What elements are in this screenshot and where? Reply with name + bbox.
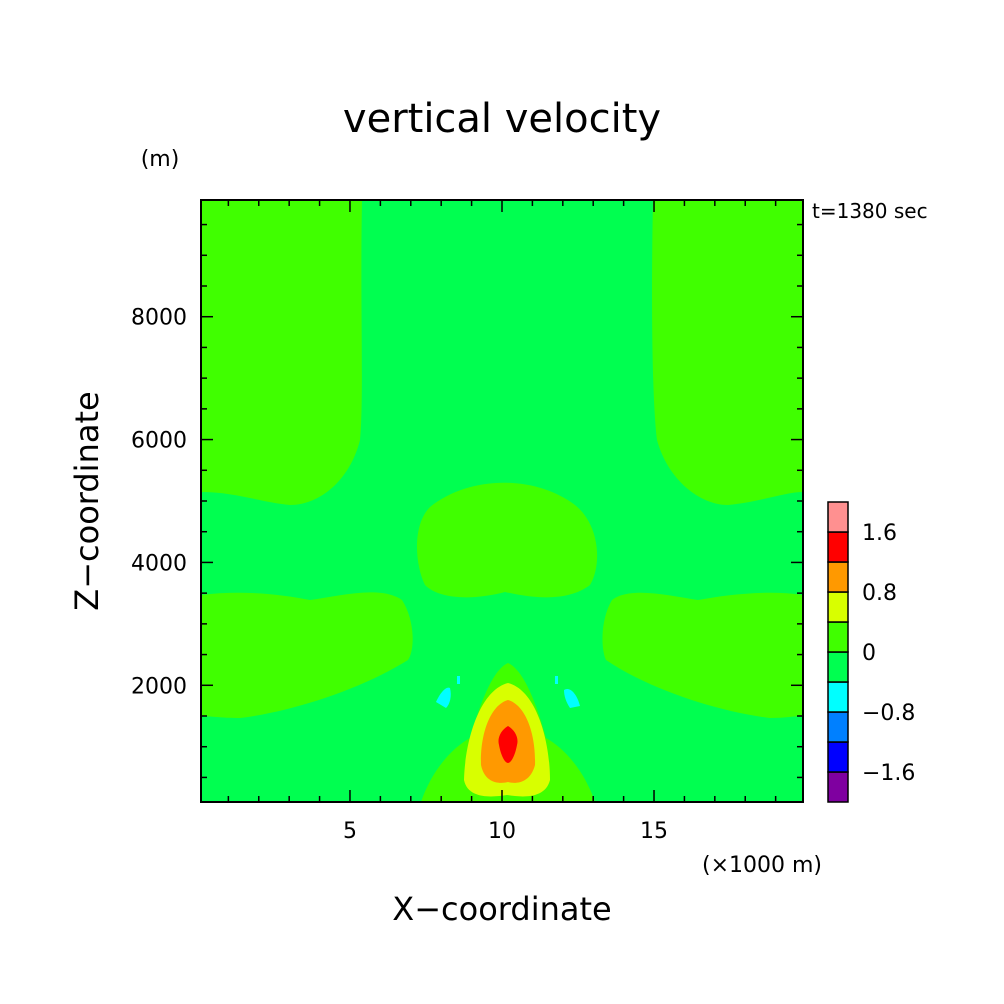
colorbar-tick-label: 0.8 [862, 581, 897, 606]
y-unit-label: (m) [141, 147, 180, 172]
colorbar-tick-label: −0.8 [862, 701, 915, 726]
contour-left-lobe [201, 592, 413, 718]
axis-tick-labels: 5 10 15 2000 4000 6000 8000 [131, 306, 668, 844]
y-tick-label: 8000 [131, 306, 187, 331]
contour-right-lobe [602, 592, 803, 718]
contour-downdraft-right-small [555, 676, 558, 684]
x-unit-label: (×1000 m) [702, 853, 822, 878]
x-tick-label: 15 [640, 819, 668, 844]
colorbar-tick-label: 0 [862, 641, 876, 666]
colorbar-swatch [827, 711, 849, 743]
x-tick-label: 5 [343, 819, 357, 844]
y-tick-label: 4000 [131, 551, 187, 576]
contour-upper-left-lobe [201, 200, 362, 505]
y-axis-label: Z−coordinate [68, 391, 106, 610]
colorbar-swatch [827, 621, 849, 653]
colorbar: −1.6 −0.8 0 0.8 1.6 [827, 501, 915, 803]
y-tick-label: 6000 [131, 429, 187, 454]
colorbar-swatch [827, 561, 849, 593]
colorbar-swatch [827, 501, 849, 533]
time-label: t=1380 sec [812, 199, 928, 223]
contour-field [201, 200, 803, 802]
x-tick-label: 10 [488, 819, 516, 844]
colorbar-swatch [827, 771, 849, 803]
contour-central-lobe [416, 482, 598, 598]
contour-updraft-red [498, 726, 518, 763]
x-axis-label: X−coordinate [392, 890, 611, 928]
colorbar-swatch [827, 531, 849, 563]
chart-title: vertical velocity [343, 96, 661, 142]
colorbar-swatch [827, 681, 849, 713]
colorbar-tick-label: 1.6 [862, 521, 897, 546]
colorbar-swatch [827, 651, 849, 683]
contour-upper-right-lobe [652, 200, 803, 505]
colorbar-swatch [827, 591, 849, 623]
axis-ticks [201, 200, 803, 802]
contour-downdraft-left [436, 687, 451, 708]
y-tick-label: 2000 [131, 674, 187, 699]
contour-downdraft-left-small [457, 676, 460, 684]
contour-downdraft-right [564, 688, 580, 708]
colorbar-swatch [827, 741, 849, 773]
colorbar-tick-label: −1.6 [862, 761, 915, 786]
